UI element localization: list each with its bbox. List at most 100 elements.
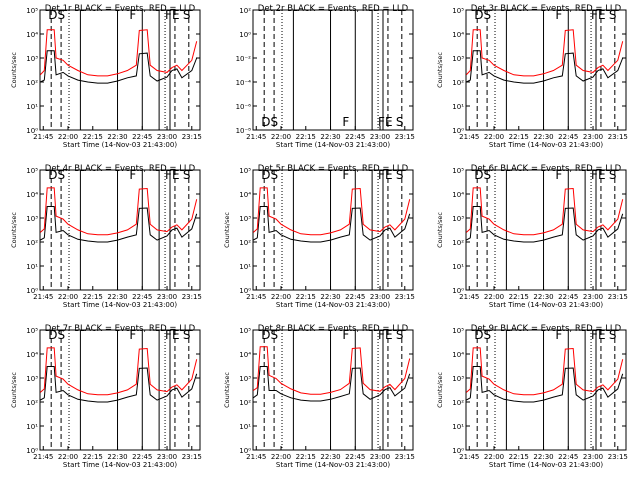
marker-label: FE [165, 8, 179, 22]
marker-label: FE [378, 168, 392, 182]
x-tick-label: 22:45 [558, 453, 578, 461]
marker-label: S [609, 328, 617, 342]
y-axis-label: Counts/sec [223, 212, 231, 248]
y-tick-label: 10⁻⁴ [236, 79, 252, 87]
y-tick-label: 10⁴ [239, 191, 251, 199]
y-tick-label: 10⁻² [236, 55, 252, 63]
y-tick-label: 10⁵ [26, 167, 38, 175]
x-tick-label: 22:30 [320, 133, 340, 141]
marker-label: FE [165, 328, 179, 342]
y-tick-label: 10² [26, 79, 38, 87]
y-tick-label: 10⁴ [452, 351, 464, 359]
x-tick-label: 22:45 [345, 293, 365, 301]
x-tick-label: 22:45 [132, 133, 152, 141]
x-tick-label: 22:30 [107, 293, 127, 301]
x-tick-label: 21:45 [459, 293, 479, 301]
plot-frame [39, 169, 201, 291]
x-tick-label: 22:00 [484, 133, 504, 141]
plot-frame [252, 329, 414, 451]
lld-series-line [39, 347, 198, 396]
panel-title: Det 4r BLACK = Events, RED = LLD [45, 164, 196, 174]
y-tick-label: 10⁰ [26, 447, 38, 455]
y-tick-label: 10³ [452, 215, 464, 223]
plot-frame [465, 329, 627, 451]
x-tick-label: 22:15 [296, 293, 316, 301]
x-tick-label: 22:30 [320, 453, 340, 461]
y-tick-label: 10² [239, 399, 251, 407]
y-tick-label: 10¹ [452, 263, 464, 271]
y-axis-label: Counts/sec [436, 52, 444, 88]
y-tick-label: 10⁴ [26, 31, 38, 39]
marker-label: DS [261, 328, 278, 342]
x-tick-label: 22:15 [509, 133, 529, 141]
x-tick-label: 23:15 [182, 293, 202, 301]
panel-title: Det 3r BLACK = Events, RED = LLD [471, 4, 622, 14]
x-tick-label: 23:00 [157, 453, 177, 461]
marker-label: DS [48, 328, 65, 342]
marker-label: FE [165, 168, 179, 182]
marker-label: S [396, 115, 404, 129]
y-tick-label: 10⁵ [26, 327, 38, 335]
plot-frame [39, 329, 201, 451]
panel-title: Det 8r BLACK = Events, RED = LLD [258, 324, 409, 334]
x-axis-label: Start Time (14-Nov-03 21:43:00) [276, 301, 390, 309]
plot-frame [252, 9, 414, 131]
y-tick-label: 10³ [452, 375, 464, 383]
x-axis-label: Start Time (14-Nov-03 21:43:00) [276, 461, 390, 469]
x-tick-label: 22:45 [345, 453, 365, 461]
marker-label: F [342, 328, 349, 342]
x-tick-label: 22:00 [271, 133, 291, 141]
y-tick-label: 10⁰ [239, 31, 251, 39]
marker-label: FE [591, 328, 605, 342]
x-axis-label: Start Time (14-Nov-03 21:43:00) [63, 461, 177, 469]
plot-frame [465, 9, 627, 131]
y-tick-label: 10³ [26, 55, 38, 63]
y-tick-label: 10² [239, 7, 251, 15]
x-tick-label: 22:30 [320, 293, 340, 301]
x-tick-label: 22:45 [132, 293, 152, 301]
marker-label: F [129, 8, 136, 22]
x-tick-label: 23:15 [608, 453, 628, 461]
y-axis-label: Counts/sec [223, 372, 231, 408]
events-series-line [40, 50, 198, 84]
marker-label: S [183, 168, 191, 182]
detector-panel-9: Det 9r BLACK = Events, RED = LLD 10⁰ 10¹ 10… [436, 324, 628, 469]
y-tick-label: 10⁴ [26, 351, 38, 359]
panel-title: Det 1r BLACK = Events, RED = LLD [45, 4, 196, 14]
detector-panel-3: Det 3r BLACK = Events, RED = LLD 10⁰ 10¹ 10… [436, 4, 628, 149]
x-tick-label: 22:00 [484, 293, 504, 301]
x-tick-label: 22:30 [107, 133, 127, 141]
y-tick-label: 10² [239, 239, 251, 247]
x-tick-label: 22:00 [271, 293, 291, 301]
detector-panel-8: Det 8r BLACK = Events, RED = LLD 10⁰ 10¹ 10… [223, 324, 415, 469]
marker-label: S [609, 168, 617, 182]
y-tick-label: 10² [452, 399, 464, 407]
y-tick-label: 10³ [239, 215, 251, 223]
marker-label: FE [378, 328, 392, 342]
x-axis-label: Start Time (14-Nov-03 21:43:00) [489, 461, 603, 469]
marker-label: F [342, 168, 349, 182]
y-tick-label: 10⁰ [239, 447, 251, 455]
x-tick-label: 23:00 [583, 133, 603, 141]
lld-series-line [465, 29, 624, 77]
x-tick-label: 21:45 [459, 453, 479, 461]
x-tick-label: 22:30 [533, 133, 553, 141]
x-tick-label: 22:15 [83, 133, 103, 141]
y-tick-label: 10¹ [239, 263, 251, 271]
y-axis-label: Counts/sec [10, 212, 18, 248]
y-tick-label: 10⁰ [452, 447, 464, 455]
marker-label: FE [591, 8, 605, 22]
y-tick-label: 10² [26, 239, 38, 247]
marker-label: DS [474, 8, 491, 22]
events-series-line [40, 366, 198, 403]
plot-frame [465, 169, 627, 291]
x-axis-label: Start Time (14-Nov-03 21:43:00) [276, 141, 390, 149]
y-tick-label: 10⁵ [239, 167, 251, 175]
x-axis-label: Start Time (14-Nov-03 21:43:00) [63, 301, 177, 309]
marker-label: F [129, 328, 136, 342]
y-tick-label: 10¹ [26, 263, 38, 271]
x-tick-label: 21:45 [33, 453, 53, 461]
y-tick-label: 10⁰ [452, 127, 464, 135]
marker-label: F [342, 115, 349, 129]
